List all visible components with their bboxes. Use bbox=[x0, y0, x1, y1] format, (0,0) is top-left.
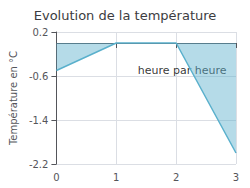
svg-text:-1.4: -1.4 bbox=[29, 115, 49, 126]
svg-text:2: 2 bbox=[173, 172, 179, 183]
svg-text:1: 1 bbox=[113, 172, 119, 183]
svg-text:Evolution de la température: Evolution de la température bbox=[34, 8, 217, 23]
svg-text:0: 0 bbox=[53, 172, 59, 183]
svg-text:-0.6: -0.6 bbox=[29, 71, 49, 82]
svg-text:-2.2: -2.2 bbox=[29, 159, 49, 170]
svg-text:3: 3 bbox=[233, 172, 239, 183]
svg-text:heure par heure: heure par heure bbox=[137, 64, 227, 77]
svg-text:Température en °C: Température en °C bbox=[8, 51, 19, 146]
svg-text:0.2: 0.2 bbox=[33, 27, 49, 38]
